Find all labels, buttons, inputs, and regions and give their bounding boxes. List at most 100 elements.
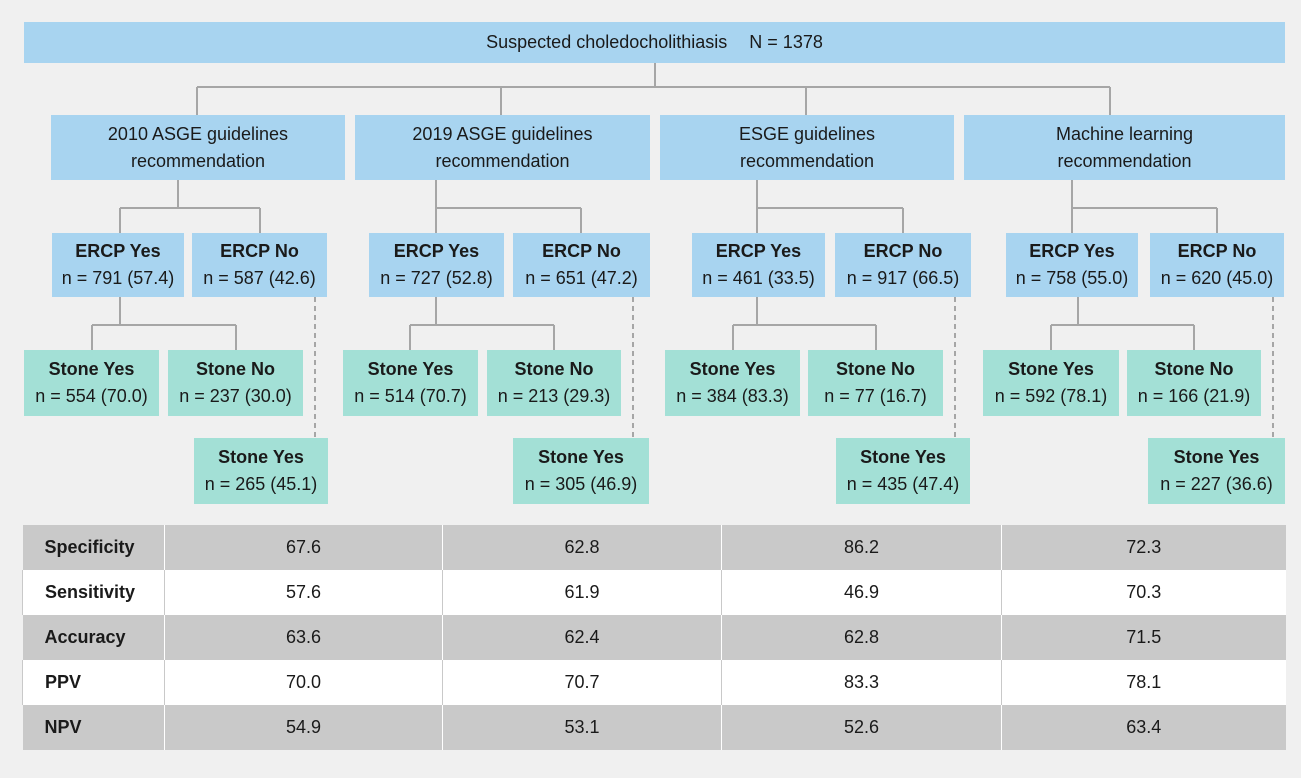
stone-no-count: n = 77 (16.7) bbox=[824, 386, 927, 406]
stone-yes-node: Stone Yes n = 592 (78.1) bbox=[983, 350, 1119, 416]
ercp-yes-label: ERCP Yes bbox=[393, 241, 480, 261]
stats-row-sensitivity: Sensitivity 57.6 61.9 46.9 70.3 bbox=[22, 570, 1286, 615]
stats-cell: 53.1 bbox=[442, 705, 722, 750]
stone-no-node: Stone No n = 213 (29.3) bbox=[487, 350, 621, 416]
missed-stone-count: n = 435 (47.4) bbox=[846, 474, 960, 494]
ercp-no-count: n = 620 (45.0) bbox=[1160, 268, 1274, 288]
stats-row-label: Specificity bbox=[22, 525, 165, 570]
stone-no-count: n = 166 (21.9) bbox=[1137, 386, 1251, 406]
stone-no-label: Stone No bbox=[836, 359, 915, 379]
ercp-yes-node: ERCP Yes n = 727 (52.8) bbox=[369, 233, 504, 297]
stone-no-label: Stone No bbox=[196, 359, 275, 379]
stone-no-label: Stone No bbox=[514, 359, 594, 379]
missed-stone-label: Stone Yes bbox=[860, 447, 946, 467]
stone-yes-label: Stone Yes bbox=[689, 359, 776, 379]
missed-stone-count: n = 305 (46.9) bbox=[524, 474, 638, 494]
root-node: Suspected choledocholithiasis N = 1378 bbox=[24, 22, 1285, 63]
ercp-yes-count: n = 758 (55.0) bbox=[1015, 268, 1129, 288]
stats-cell: 62.8 bbox=[721, 615, 1002, 660]
missed-stone-node: Stone Yes n = 435 (47.4) bbox=[836, 438, 970, 504]
stone-no-label: Stone No bbox=[1154, 359, 1234, 379]
stats-cell: 70.7 bbox=[442, 660, 722, 705]
stats-cell: 63.6 bbox=[164, 615, 443, 660]
ercp-no-label: ERCP No bbox=[220, 241, 299, 261]
missed-stone-label: Stone Yes bbox=[538, 447, 624, 467]
guideline-subtitle: recommendation bbox=[1057, 150, 1192, 171]
missed-stone-count: n = 227 (36.6) bbox=[1160, 474, 1273, 494]
stone-yes-node: Stone Yes n = 514 (70.7) bbox=[343, 350, 478, 416]
root-count: N = 1378 bbox=[749, 32, 823, 52]
guideline-title: 2010 ASGE guidelines bbox=[107, 123, 289, 144]
stats-cell: 71.5 bbox=[1001, 615, 1286, 660]
stats-row-npv: NPV 54.9 53.1 52.6 63.4 bbox=[22, 705, 1286, 750]
guideline-title: 2019 ASGE guidelines bbox=[412, 123, 593, 144]
stats-cell: 67.6 bbox=[164, 525, 443, 570]
guideline-node-2019-asge: 2019 ASGE guidelines recommendation bbox=[355, 115, 650, 180]
ercp-yes-node: ERCP Yes n = 791 (57.4) bbox=[52, 233, 184, 297]
stats-row-ppv: PPV 70.0 70.7 83.3 78.1 bbox=[22, 660, 1286, 705]
ercp-no-label: ERCP No bbox=[863, 241, 943, 261]
stone-yes-label: Stone Yes bbox=[48, 359, 135, 379]
stats-cell: 62.8 bbox=[442, 525, 722, 570]
missed-stone-count: n = 265 (45.1) bbox=[204, 474, 318, 494]
guideline-subtitle: recommendation bbox=[739, 150, 875, 171]
ercp-no-node: ERCP No n = 651 (47.2) bbox=[513, 233, 650, 297]
stats-cell: 61.9 bbox=[442, 570, 722, 615]
stone-no-node: Stone No n = 77 (16.7) bbox=[808, 350, 943, 416]
ercp-no-count: n = 917 (66.5) bbox=[846, 268, 960, 288]
stats-cell: 62.4 bbox=[442, 615, 722, 660]
stats-cell: 86.2 bbox=[721, 525, 1002, 570]
ercp-yes-label: ERCP Yes bbox=[1029, 241, 1115, 261]
guideline-node-esge: ESGE guidelines recommendation bbox=[660, 115, 954, 180]
stone-yes-count: n = 384 (83.3) bbox=[676, 386, 789, 406]
ercp-no-count: n = 651 (47.2) bbox=[525, 268, 638, 288]
guideline-node-2010-asge: 2010 ASGE guidelines recommendation bbox=[51, 115, 345, 180]
stats-cell: 54.9 bbox=[164, 705, 443, 750]
stats-cell: 57.6 bbox=[164, 570, 443, 615]
stone-yes-label: Stone Yes bbox=[1008, 359, 1094, 379]
stats-cell: 70.3 bbox=[1001, 570, 1286, 615]
ercp-no-node: ERCP No n = 917 (66.5) bbox=[835, 233, 971, 297]
ercp-no-count: n = 587 (42.6) bbox=[203, 268, 316, 288]
ercp-yes-label: ERCP Yes bbox=[75, 241, 161, 261]
stats-row-label: NPV bbox=[22, 705, 165, 750]
guideline-title: Machine learning bbox=[1055, 123, 1194, 144]
stats-cell: 78.1 bbox=[1001, 660, 1286, 705]
missed-stone-node: Stone Yes n = 265 (45.1) bbox=[194, 438, 328, 504]
stone-yes-node: Stone Yes n = 384 (83.3) bbox=[665, 350, 800, 416]
stats-cell: 52.6 bbox=[721, 705, 1002, 750]
guideline-subtitle: recommendation bbox=[435, 150, 570, 171]
stats-cell: 83.3 bbox=[721, 660, 1002, 705]
stone-yes-node: Stone Yes n = 554 (70.0) bbox=[24, 350, 159, 416]
missed-stone-node: Stone Yes n = 227 (36.6) bbox=[1148, 438, 1285, 504]
stats-cell: 46.9 bbox=[721, 570, 1002, 615]
stone-no-node: Stone No n = 237 (30.0) bbox=[168, 350, 303, 416]
ercp-no-label: ERCP No bbox=[542, 241, 621, 261]
stats-row-label: PPV bbox=[22, 660, 165, 705]
ercp-yes-count: n = 791 (57.4) bbox=[61, 268, 175, 288]
ercp-yes-node: ERCP Yes n = 461 (33.5) bbox=[692, 233, 825, 297]
root-label: Suspected choledocholithiasis bbox=[486, 32, 728, 52]
ercp-yes-count: n = 727 (52.8) bbox=[380, 268, 493, 288]
ercp-no-node: ERCP No n = 620 (45.0) bbox=[1150, 233, 1284, 297]
stats-row-specificity: Specificity 67.6 62.8 86.2 72.3 bbox=[22, 525, 1286, 570]
missed-stone-label: Stone Yes bbox=[218, 447, 304, 467]
missed-stone-node: Stone Yes n = 305 (46.9) bbox=[513, 438, 649, 504]
stats-row-accuracy: Accuracy 63.6 62.4 62.8 71.5 bbox=[22, 615, 1286, 660]
missed-stone-label: Stone Yes bbox=[1173, 447, 1260, 467]
ercp-no-label: ERCP No bbox=[1177, 241, 1257, 261]
stone-yes-count: n = 514 (70.7) bbox=[354, 386, 467, 406]
stone-yes-count: n = 592 (78.1) bbox=[994, 386, 1108, 406]
stats-cell: 72.3 bbox=[1001, 525, 1286, 570]
stone-no-node: Stone No n = 166 (21.9) bbox=[1127, 350, 1261, 416]
ercp-yes-count: n = 461 (33.5) bbox=[702, 268, 815, 288]
stats-row-label: Sensitivity bbox=[22, 570, 165, 615]
guideline-subtitle: recommendation bbox=[130, 150, 266, 171]
stats-cell: 70.0 bbox=[164, 660, 443, 705]
stone-yes-count: n = 554 (70.0) bbox=[35, 386, 148, 406]
stone-yes-label: Stone Yes bbox=[367, 359, 454, 379]
guideline-node-machine-learning: Machine learning recommendation bbox=[964, 115, 1285, 180]
guideline-title: ESGE guidelines bbox=[738, 123, 876, 144]
ercp-no-node: ERCP No n = 587 (42.6) bbox=[192, 233, 327, 297]
